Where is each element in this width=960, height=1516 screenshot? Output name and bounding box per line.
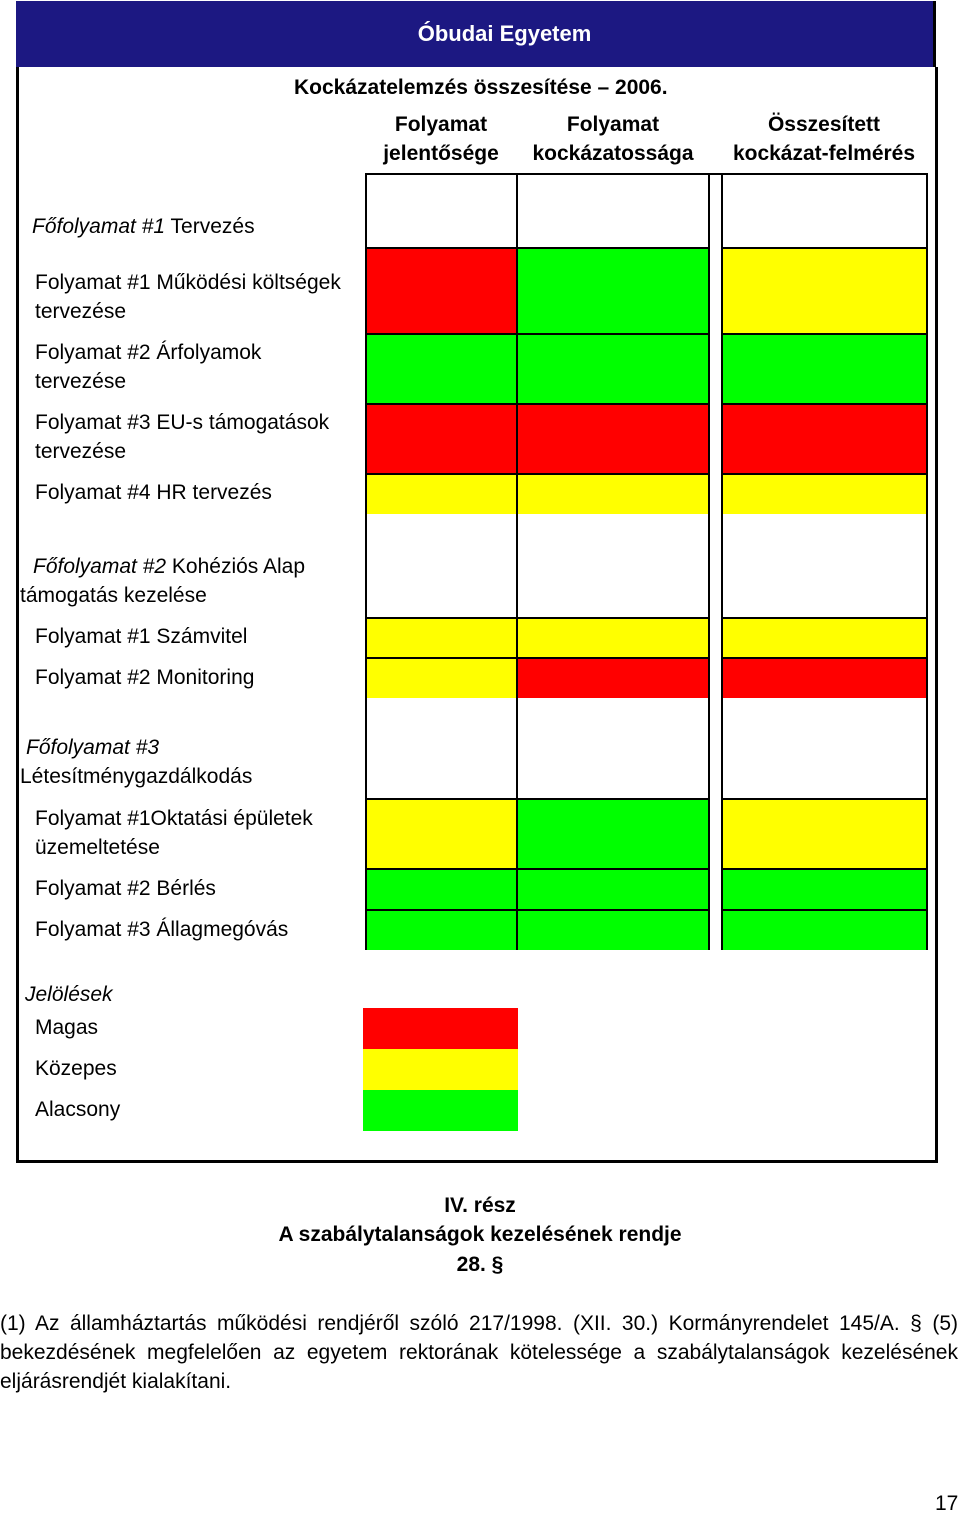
group-1-label: Főfolyamat #1 Tervezés (32, 215, 255, 238)
frame-left (16, 67, 19, 1163)
part-heading: IV. rész (444, 1194, 516, 1217)
group-3-label: Főfolyamat #3 Létesítménygazdálkodás (20, 736, 253, 788)
risk-cell-g1-r2-c1 (367, 333, 516, 403)
legend-label-high: Magas (35, 1016, 99, 1039)
grid-header-line (366, 173, 928, 175)
risk-cell-g2-r1-c1 (367, 617, 516, 657)
risk-cell-g1-r2-c2 (518, 333, 708, 403)
risk-cell-g1-r3-c3 (723, 403, 926, 473)
risk-cell-g1-r1-c3 (723, 247, 926, 333)
group-1-row-2-label: Folyamat #2 Árfolyamok tervezése (35, 341, 262, 393)
frame-right (935, 67, 938, 1163)
group-2-row-2-label: Folyamat #2 Monitoring (35, 666, 255, 689)
risk-cell-g3-r3-c1 (367, 909, 516, 950)
grid-col-line-4 (721, 173, 723, 950)
legend-swatch-1 (363, 1008, 518, 1049)
group-1-row-4-label: Folyamat #4 HR tervezés (35, 481, 272, 504)
body-paragraph: (1) Az államháztartás működési rendjéről… (0, 1312, 958, 1393)
risk-cell-g3-r3-c2 (518, 909, 708, 950)
risk-cell-g1-r1-c1 (367, 247, 516, 333)
risk-cell-g2-r1-c2 (518, 617, 708, 657)
risk-cell-g3-r1-c2 (518, 798, 708, 868)
section-heading: A szabálytalanságok kezelésének rendje (278, 1223, 682, 1246)
risk-cell-g3-r1-c1 (367, 798, 516, 868)
institution-name: Óbudai Egyetem (417, 21, 592, 46)
risk-cell-g3-r3-c3 (723, 909, 926, 950)
risk-cell-g1-r3-c2 (518, 403, 708, 473)
column-header-riskiness: Folyamat kockázatossága (532, 113, 694, 165)
risk-cell-g3-r2-c1 (367, 868, 516, 909)
risk-cell-g2-r2-c3 (723, 657, 926, 698)
grid-col-line-3 (708, 173, 710, 950)
legend-label-medium: Közepes (35, 1057, 117, 1080)
legend-swatch-3 (363, 1090, 518, 1131)
group-1-row-1-label: Folyamat #1 Működési költségek tervezése (35, 271, 341, 323)
legend-label-low: Alacsony (35, 1098, 121, 1121)
risk-cell-g1-r1-c2 (518, 247, 708, 333)
group-2-label: Főfolyamat #2 Kohéziós Alap támogatás ke… (20, 555, 306, 607)
risk-cell-g2-r1-c3 (723, 617, 926, 657)
risk-cell-g3-r2-c3 (723, 868, 926, 909)
legend-title: Jelölések (25, 983, 113, 1006)
risk-cell-g1-r2-c3 (723, 333, 926, 403)
grid-col-line-2 (516, 173, 518, 950)
group-1-row-3-label: Folyamat #3 EU-s támogatások tervezése (35, 411, 330, 463)
risk-cell-g1-r4-c2 (518, 473, 708, 514)
grid-col-line-1 (365, 173, 367, 950)
page-number: 17 (935, 1492, 959, 1515)
risk-cell-g2-r2-c2 (518, 657, 708, 698)
risk-cell-g1-r3-c1 (367, 403, 516, 473)
group-3-row-2-label: Folyamat #2 Bérlés (35, 877, 216, 900)
table-title: Kockázatelemzés összesítése – 2006. (294, 76, 668, 99)
risk-cell-g3-r1-c3 (723, 798, 926, 868)
risk-cell-g3-r2-c2 (518, 868, 708, 909)
risk-cell-g1-r4-c3 (723, 473, 926, 514)
group-2-row-1-label: Folyamat #1 Számvitel (35, 625, 248, 648)
group-3-row-1-label: Folyamat #1Oktatási épületek üzemeltetés… (35, 807, 313, 859)
legend-swatch-2 (363, 1049, 518, 1090)
column-header-aggregate: Összesített kockázat-felmérés (732, 113, 916, 165)
paragraph-number: 28. § (456, 1253, 504, 1276)
column-header-significance: Folyamat jelentősége (383, 113, 499, 165)
header-bar: Óbudai Egyetem (16, 1, 936, 67)
risk-cell-g2-r2-c1 (367, 657, 516, 698)
grid-col-line-5 (926, 173, 928, 950)
risk-cell-g1-r4-c1 (367, 473, 516, 514)
frame-bottom (16, 1160, 938, 1163)
group-3-row-3-label: Folyamat #3 Állagmegóvás (35, 918, 289, 941)
